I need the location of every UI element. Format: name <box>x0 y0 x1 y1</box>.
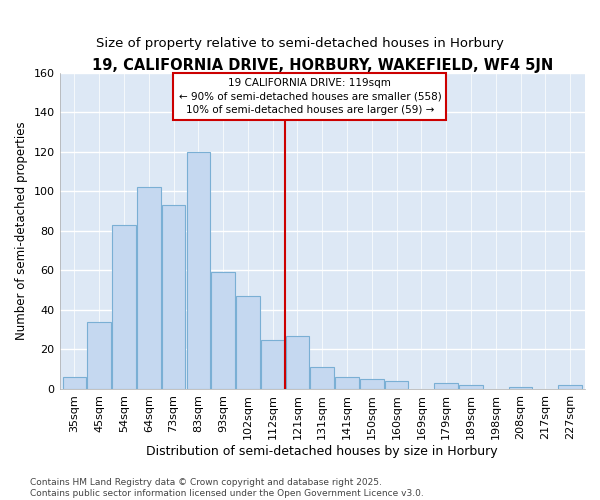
Bar <box>62 377 86 389</box>
Bar <box>286 336 309 389</box>
Bar <box>509 387 532 389</box>
Bar <box>236 296 260 389</box>
Text: Size of property relative to semi-detached houses in Horbury: Size of property relative to semi-detach… <box>96 38 504 51</box>
Y-axis label: Number of semi-detached properties: Number of semi-detached properties <box>15 122 28 340</box>
Text: Contains HM Land Registry data © Crown copyright and database right 2025.
Contai: Contains HM Land Registry data © Crown c… <box>30 478 424 498</box>
Bar <box>434 383 458 389</box>
Bar <box>112 225 136 389</box>
Bar <box>162 205 185 389</box>
Bar <box>385 381 409 389</box>
Bar <box>335 377 359 389</box>
Bar <box>187 152 210 389</box>
Bar <box>137 187 161 389</box>
Bar <box>211 272 235 389</box>
Title: 19, CALIFORNIA DRIVE, HORBURY, WAKEFIELD, WF4 5JN: 19, CALIFORNIA DRIVE, HORBURY, WAKEFIELD… <box>92 58 553 72</box>
Bar <box>360 379 383 389</box>
Text: 19 CALIFORNIA DRIVE: 119sqm
← 90% of semi-detached houses are smaller (558)
10% : 19 CALIFORNIA DRIVE: 119sqm ← 90% of sem… <box>179 78 441 115</box>
Bar <box>310 367 334 389</box>
Bar <box>261 340 284 389</box>
Bar <box>559 385 582 389</box>
X-axis label: Distribution of semi-detached houses by size in Horbury: Distribution of semi-detached houses by … <box>146 444 498 458</box>
Bar <box>88 322 111 389</box>
Bar <box>459 385 483 389</box>
